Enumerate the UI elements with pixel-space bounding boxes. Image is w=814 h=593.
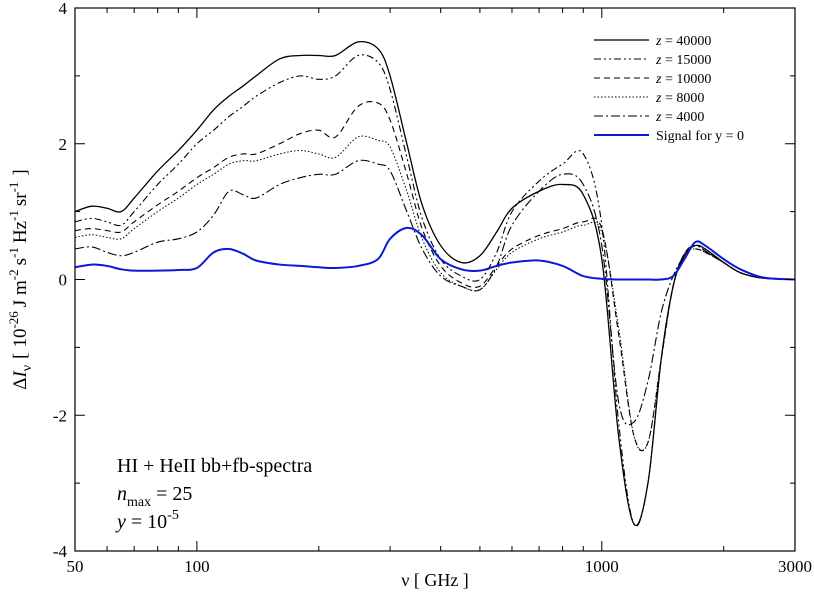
ylabel-i: I bbox=[10, 370, 31, 379]
x-tick-label-3: 3000 bbox=[778, 557, 812, 576]
annotation-n-var: n bbox=[117, 483, 127, 505]
ylabel-exp-s: -1 bbox=[6, 247, 21, 258]
x-axis-label: ν [ GHz ] bbox=[401, 570, 469, 590]
svg-text:ΔIν[10-26J m-2s-1Hz-1sr-1]: ΔIν[10-26J m-2s-1Hz-1sr-1] bbox=[6, 169, 35, 390]
annotation-n-rest: = 25 bbox=[151, 483, 192, 505]
ylabel-bracket-open: [ bbox=[10, 353, 31, 359]
legend: z = 40000 z = 15000 z = 10000 z = 8000 z = 4… bbox=[594, 34, 744, 144]
annotation-y-rest: = 10 bbox=[126, 511, 167, 533]
annotation-nmax: nmax = 25 bbox=[117, 483, 192, 510]
x-tick-label-2: 1000 bbox=[585, 557, 619, 576]
x-tick-label-1: 100 bbox=[184, 557, 210, 576]
annotation-line1: HI + HeII bb+fb-spectra bbox=[117, 455, 312, 477]
series-line-6 bbox=[74, 226, 796, 281]
legend-label-4: z = 8000 bbox=[655, 91, 704, 106]
y-tick-label-4: 4 bbox=[59, 0, 68, 18]
ylabel-unit-j: J m bbox=[10, 280, 31, 307]
annotation-box: HI + HeII bb+fb-spectra nmax = 25 y = 10… bbox=[115, 455, 312, 533]
ticks-layer: 50 100 1000 3000 -4 -2 0 2 4 bbox=[53, 0, 812, 576]
series-layer bbox=[74, 41, 796, 527]
series-line-3 bbox=[74, 101, 796, 452]
series-line-4 bbox=[74, 135, 796, 452]
series-line-5 bbox=[74, 159, 796, 426]
ylabel-exp-power: -26 bbox=[6, 311, 21, 329]
legend-label-1: z = 40000 bbox=[655, 34, 711, 49]
ylabel-unit-sr: sr bbox=[10, 192, 31, 206]
ylabel-unit-s: s bbox=[10, 258, 31, 265]
ylabel-exp-value: 10 bbox=[10, 329, 31, 348]
ylabel-unit-hz: Hz bbox=[10, 221, 31, 243]
annotation-y-sup: -5 bbox=[167, 508, 179, 523]
ylabel-exp-hz: -1 bbox=[6, 210, 21, 221]
y-tick-label-1: -2 bbox=[53, 406, 67, 425]
legend-label-6: Signal for y = 0 bbox=[656, 129, 744, 144]
annotation-y-var: y bbox=[115, 511, 126, 533]
ylabel-bracket-close: ] bbox=[10, 169, 31, 175]
ylabel-delta: Δ bbox=[10, 378, 31, 390]
y-tick-label-0: -4 bbox=[53, 542, 68, 561]
ylabel-exp-sr: -1 bbox=[6, 182, 21, 193]
annotation-y: y = 10-5 bbox=[115, 508, 179, 533]
legend-label-3: z = 10000 bbox=[655, 72, 711, 87]
y-axis-label: ΔIν[10-26J m-2s-1Hz-1sr-1] bbox=[6, 169, 35, 390]
ylabel-nu-sub: ν bbox=[20, 365, 35, 371]
legend-label-2: z = 15000 bbox=[655, 53, 711, 68]
x-tick-label-0: 50 bbox=[67, 557, 84, 576]
legend-label-5: z = 4000 bbox=[655, 110, 704, 125]
y-tick-label-2: 0 bbox=[59, 271, 68, 290]
y-tick-label-3: 2 bbox=[59, 135, 68, 154]
annotation-n-sub: max bbox=[127, 495, 151, 510]
ylabel-exp-m: -2 bbox=[6, 269, 21, 280]
